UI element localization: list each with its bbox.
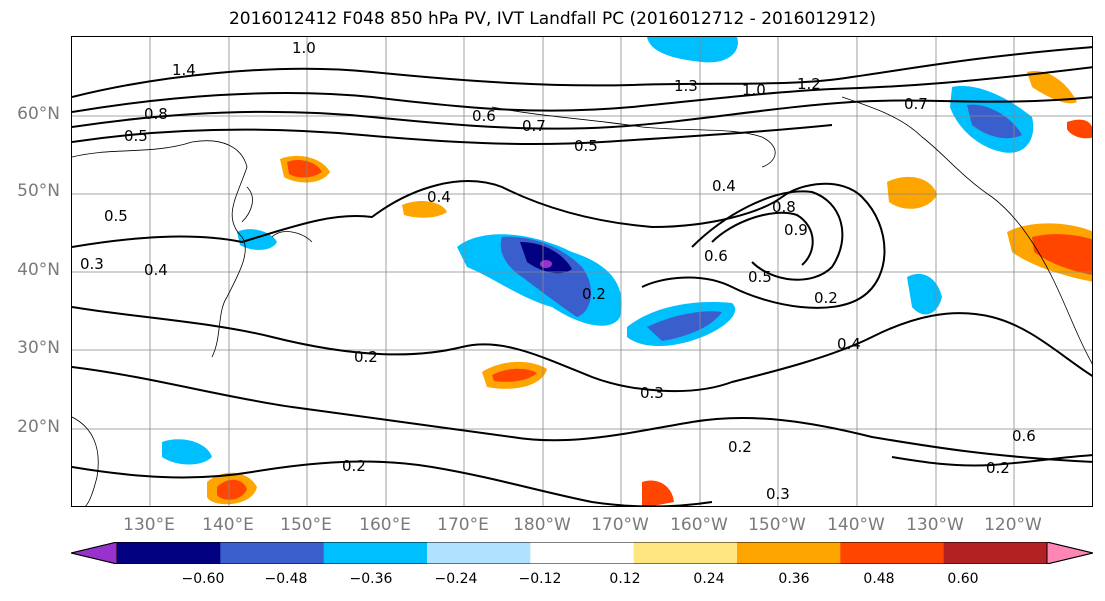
contour-label: 0.7	[522, 117, 546, 135]
lon-label: 140°W	[827, 515, 885, 535]
contour-label: 0.2	[354, 348, 378, 366]
colorbar-segment	[530, 542, 635, 564]
contour-label: 0.4	[837, 335, 861, 353]
lon-label: 160°W	[670, 515, 728, 535]
contour-label: 0.3	[640, 384, 664, 402]
lon-label: 170°W	[591, 515, 649, 535]
contour-label: 1.2	[797, 75, 821, 93]
lat-label: 40°N	[17, 260, 60, 280]
contour-labels: 1.0 1.4 0.8 0.5 0.5 0.3 0.4 0.6 0.7 0.5 …	[80, 39, 1036, 503]
positive-blob-gulf	[887, 176, 937, 209]
contour-label: 0.2	[342, 457, 366, 475]
colorbar-tick: 0.36	[778, 571, 810, 587]
lon-label: 120°W	[984, 515, 1042, 535]
colorbar-extension-high	[1046, 542, 1093, 564]
contour-label: 0.5	[124, 127, 148, 145]
colorbar-tick: −0.48	[264, 571, 308, 587]
lon-label: 130°E	[123, 515, 175, 535]
positive-blob-nw-inner	[287, 160, 322, 178]
colorbar-tick: −0.12	[518, 571, 562, 587]
negative-blob-central-core	[520, 242, 572, 274]
contour-label: 0.2	[582, 285, 606, 303]
colorbar-tick: 0.12	[609, 571, 641, 587]
lat-label: 20°N	[17, 417, 60, 437]
contour-label: 0.9	[784, 221, 808, 239]
contour-label: 0.8	[144, 105, 168, 123]
min-blob	[540, 260, 552, 268]
negative-blob-sw	[162, 439, 212, 465]
contour-label: 0.6	[472, 107, 496, 125]
contour-label: 1.3	[674, 77, 698, 95]
lon-label: 150°E	[280, 515, 332, 535]
colorbar-segment	[943, 542, 1048, 564]
colorbar-segment	[633, 542, 738, 564]
colorbar-segment	[427, 542, 531, 564]
map-panel: 1.0 1.4 0.8 0.5 0.5 0.3 0.4 0.6 0.7 0.5 …	[71, 36, 1093, 507]
colorbar-tick: 0.60	[947, 571, 979, 587]
contour-label: 0.3	[766, 485, 790, 503]
positive-blob-center-south-inner	[492, 368, 537, 382]
contour-label: 1.0	[742, 81, 766, 99]
positive-blob-right-edge	[1067, 119, 1092, 139]
colorbar-tick: 0.48	[863, 571, 895, 587]
colorbar-extension-low	[71, 542, 118, 564]
lon-label: 130°W	[906, 515, 964, 535]
lon-label: 150°W	[748, 515, 806, 535]
map-title: 2016012412 F048 850 hPa PV, IVT Landfall…	[228, 9, 876, 29]
lat-label: 30°N	[17, 338, 60, 358]
contour-label: 0.4	[144, 261, 168, 279]
negative-blob-top	[647, 37, 738, 63]
contour-label: 1.4	[172, 61, 196, 79]
map-canvas: 1.0 1.4 0.8 0.5 0.5 0.3 0.4 0.6 0.7 0.5 …	[72, 37, 1092, 506]
lat-label: 50°N	[17, 181, 60, 201]
positive-blob-top-right	[1027, 71, 1077, 104]
graticule	[72, 37, 1092, 506]
contour-label: 0.6	[704, 247, 728, 265]
positive-blob-east-coast-inner	[1032, 234, 1092, 275]
shaded-anomalies	[162, 37, 1092, 506]
negative-blob-east-inner	[647, 311, 722, 341]
contour-label: 0.5	[574, 137, 598, 155]
positive-blob-lower	[642, 480, 674, 506]
negative-blob-east-small	[907, 273, 942, 315]
negative-blob-central-inner	[500, 236, 592, 317]
negative-blob-ne-inner	[967, 104, 1022, 139]
coastlines	[72, 96, 1092, 506]
contour-label: 0.7	[904, 95, 928, 113]
lon-label: 170°E	[437, 515, 489, 535]
colorbar-tick: 0.24	[693, 571, 725, 587]
colorbar-segment	[323, 542, 428, 564]
pv-contours	[72, 46, 1092, 506]
colorbar-segment	[220, 542, 325, 564]
colorbar-segment	[737, 542, 841, 564]
colorbar-tick: −0.24	[434, 571, 478, 587]
colorbar-segment	[840, 542, 945, 564]
lat-label: 60°N	[17, 104, 60, 124]
contour-label: 0.6	[1012, 427, 1036, 445]
contour-label: 0.3	[80, 255, 104, 273]
contour-label: 0.5	[748, 268, 772, 286]
contour-label: 1.0	[292, 39, 316, 57]
lon-label: 160°E	[359, 515, 411, 535]
positive-blob-sw-inner	[217, 479, 247, 500]
positive-blob-mid	[402, 201, 447, 218]
contour-label: 0.2	[986, 459, 1010, 477]
contour-label: 0.4	[427, 188, 451, 206]
lon-label: 140°E	[202, 515, 254, 535]
contour-label: 0.8	[772, 198, 796, 216]
colorbar-segment	[117, 542, 221, 564]
contour-label: 0.4	[712, 177, 736, 195]
colorbar	[71, 542, 1093, 564]
contour-label: 0.2	[728, 438, 752, 456]
colorbar-tick: −0.60	[181, 571, 225, 587]
lon-label: 180°W	[513, 515, 571, 535]
contour-label: 0.2	[814, 289, 838, 307]
contour-label: 0.5	[104, 207, 128, 225]
colorbar-tick: −0.36	[349, 571, 393, 587]
